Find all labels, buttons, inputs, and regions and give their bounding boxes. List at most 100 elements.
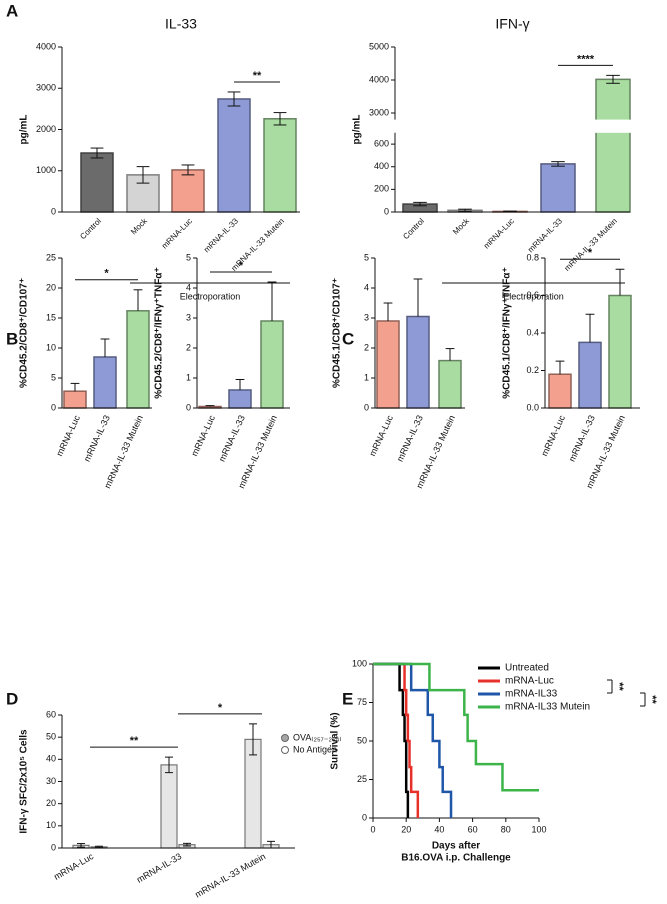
y-tick-label: 5	[51, 372, 56, 382]
significance-label: **	[130, 735, 139, 747]
y-tick-label: 40	[46, 754, 56, 764]
y-tick-label: 4000	[369, 74, 389, 84]
y-tick-label: 100	[352, 658, 367, 668]
panel-label: E	[342, 689, 353, 708]
legend-label: mRNA-IL33 Mutein	[505, 702, 590, 713]
x-tick-label: Control	[401, 216, 426, 241]
x-tick-label: mRNA-Luc	[52, 851, 96, 882]
y-tick-label: 25	[46, 252, 56, 262]
y-tick-label: 5	[364, 252, 369, 262]
group-label: Electroporation	[180, 291, 241, 301]
y-axis-label: %CD45.1/CD8⁺/CD107⁺	[332, 278, 343, 388]
y-tick-label: 15	[46, 312, 56, 322]
x-tick-label: mRNA-IL-33	[526, 216, 564, 254]
x-tick-label: mRNA-Luc	[482, 217, 516, 251]
x-tick-label: mRNA-IL-33	[567, 414, 597, 464]
significance-label: **	[646, 695, 658, 704]
x-tick-label: mRNA-IL-33	[82, 414, 112, 464]
y-axis-label: %CD45.2/CD8⁺/IFNγ⁺TNFα⁺	[154, 267, 165, 398]
significance-label: *	[588, 247, 593, 259]
y-tick-label: 2	[364, 342, 369, 352]
legend-marker	[281, 734, 289, 742]
y-axis-label: IFN-γ SFC/2x10⁵ Cells	[19, 729, 30, 834]
legend-label: No Antigen	[293, 744, 337, 754]
bar	[93, 356, 117, 409]
bar	[63, 390, 87, 409]
bar	[126, 310, 150, 409]
x-tick-label: mRNA-Luc	[54, 413, 82, 458]
y-tick-label: 0.0	[526, 402, 539, 412]
x-tick-label: mRNA-IL-33 Mutein	[563, 217, 619, 273]
bar	[80, 152, 114, 213]
y-tick-label: 3000	[36, 83, 56, 93]
y-tick-label: 30	[46, 776, 56, 786]
y-axis-label: pg/mL	[19, 115, 30, 145]
x-tick-label: 60	[468, 824, 478, 834]
significance-label: *	[239, 260, 244, 272]
x-tick-label: mRNA-IL-33 Mutein	[193, 851, 267, 899]
y-tick-label: 4000	[36, 41, 56, 51]
y-tick-label: 0	[364, 402, 369, 412]
bar	[406, 315, 430, 409]
y-tick-label: 20	[46, 798, 56, 808]
x-tick-label: mRNA-Luc	[160, 217, 194, 251]
bar	[228, 389, 252, 409]
x-tick-label: mRNA-Luc	[539, 413, 567, 458]
significance-label: *	[104, 268, 109, 280]
legend-label: mRNA-Luc	[505, 676, 554, 687]
x-tick-label: 40	[434, 824, 444, 834]
x-tick-label: Mock	[451, 216, 472, 237]
y-tick-label: 50	[357, 735, 367, 745]
y-tick-label: 10	[46, 342, 56, 352]
y-tick-label: 4	[186, 282, 191, 292]
x-tick-label: 80	[501, 824, 511, 834]
y-tick-label: 4	[364, 282, 369, 292]
bar	[548, 373, 572, 409]
x-tick-label: Mock	[129, 216, 150, 237]
chart-title: IL-33	[165, 16, 197, 32]
bar	[608, 294, 632, 409]
y-axis-label: %CD45.1/CD8⁺/IFNγ⁺TNFα⁺	[502, 267, 513, 398]
y-tick-label: 2000	[36, 124, 56, 134]
x-tick-label: 20	[401, 824, 411, 834]
survival-line	[373, 662, 410, 818]
y-tick-label: 20	[46, 282, 56, 292]
y-tick-label: 5	[186, 252, 191, 262]
y-tick-label: 0	[384, 206, 389, 216]
y-tick-label: 0.6	[526, 290, 539, 300]
y-tick-label: 0.8	[526, 252, 539, 262]
x-tick-label: 0	[370, 824, 375, 834]
y-tick-label: 1000	[36, 165, 56, 175]
y-tick-label: 3	[364, 312, 369, 322]
bar	[217, 98, 251, 213]
bar	[244, 738, 262, 849]
survival-line	[373, 662, 420, 818]
legend-label: Untreated	[505, 663, 549, 674]
panel-label: C	[342, 329, 354, 348]
y-tick-label: 1	[364, 372, 369, 382]
bar	[540, 163, 576, 213]
x-tick-label: 100	[531, 824, 546, 834]
significance-label: ****	[577, 53, 595, 65]
y-tick-label: 3	[186, 312, 191, 322]
significance-label: *	[218, 702, 223, 714]
x-tick-label: mRNA-Luc	[367, 413, 395, 458]
bar	[595, 78, 631, 213]
legend-marker	[281, 746, 289, 754]
bar	[578, 341, 602, 409]
bar	[376, 320, 400, 409]
panel-label: B	[6, 329, 18, 348]
y-tick-label: 0	[51, 206, 56, 216]
panel-label: D	[6, 689, 18, 708]
y-tick-label: 0	[362, 812, 367, 822]
bar	[438, 359, 462, 409]
bar	[260, 320, 284, 409]
y-tick-label: 0.2	[526, 365, 539, 375]
y-tick-label: 3000	[369, 107, 389, 117]
y-tick-label: 0	[51, 402, 56, 412]
bar	[160, 764, 178, 849]
y-axis-label: %CD45.2/CD8⁺/CD107⁺	[19, 278, 30, 388]
y-tick-label: 60	[46, 709, 56, 719]
chart-title: IFN-γ	[495, 16, 529, 32]
